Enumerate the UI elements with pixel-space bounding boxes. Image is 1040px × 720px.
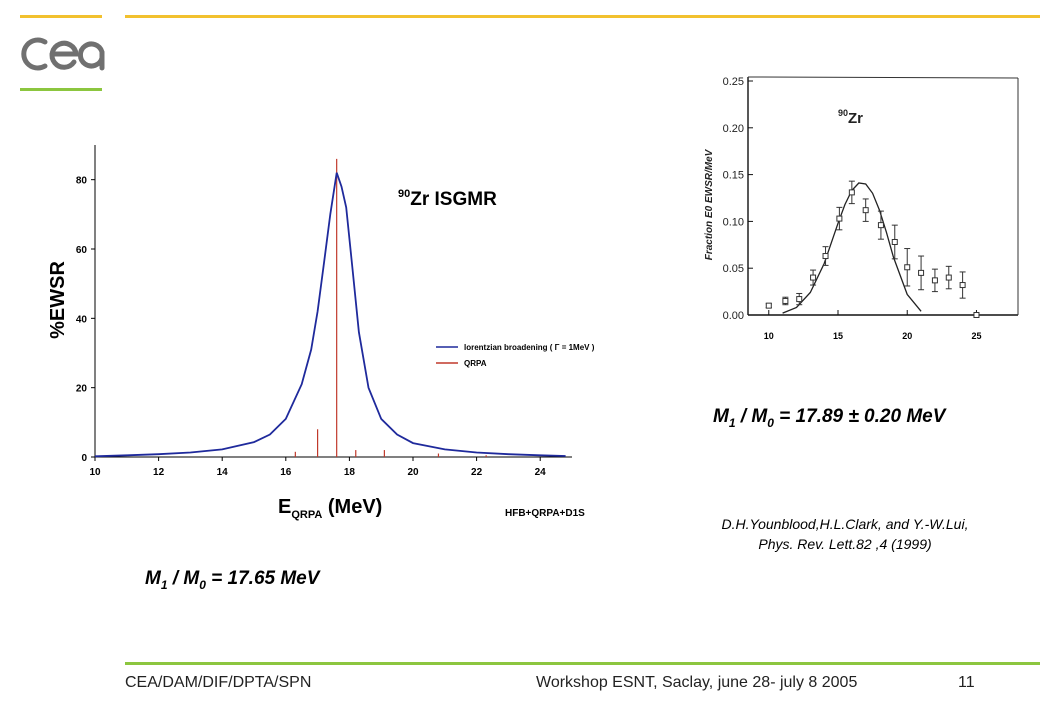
data-point xyxy=(796,296,803,303)
experiment-title-superscript: 90 xyxy=(838,108,848,118)
y-tick-label: 20 xyxy=(76,384,88,395)
data-point xyxy=(822,253,829,260)
y-tick-label: 0.10 xyxy=(723,216,744,228)
y-tick-label: 0 xyxy=(81,453,87,464)
top-left-rule xyxy=(20,15,102,18)
x-axis-label: EQRPA (MeV) xyxy=(278,496,382,521)
y-tick-label: 0.15 xyxy=(723,170,744,182)
data-point xyxy=(862,207,869,214)
footer-organization: CEA/DAM/DIF/DPTA/SPN xyxy=(125,674,312,691)
x-axis-label-symbol: E xyxy=(278,496,291,518)
lorentzian-curve xyxy=(94,172,566,458)
data-point xyxy=(810,274,817,281)
footer-event: Workshop ESNT, Saclay, june 28- july 8 2… xyxy=(536,674,858,691)
model-annotation: HFB+QRPA+D1S xyxy=(505,508,585,519)
x-tick-label: 10 xyxy=(89,467,101,478)
chart-title-text: Zr ISGMR xyxy=(410,189,497,210)
x-axis-label-unit: (MeV) xyxy=(322,496,382,518)
experiment-title-text: Zr xyxy=(848,110,863,127)
experiment-title: 90Zr xyxy=(838,108,863,127)
top-right-rule xyxy=(125,15,1040,18)
data-point xyxy=(931,277,938,284)
theory-ratio: M1 / M0 = 17.65 MeV xyxy=(145,568,320,592)
data-point xyxy=(918,269,925,276)
reference-journal: Phys. Rev. Lett.82 ,4 (1999) xyxy=(758,536,932,552)
legend-label: lorentzian broadening ( Γ = 1MeV ) xyxy=(464,343,595,352)
data-point xyxy=(848,189,855,196)
data-point xyxy=(877,222,884,229)
y-tick-label: 0.20 xyxy=(723,123,744,135)
x-tick-label: 10 xyxy=(764,331,774,341)
x-axis-label-subscript: QRPA xyxy=(291,509,322,521)
footer-page-number: 11 xyxy=(958,674,975,691)
data-point xyxy=(782,297,789,304)
y-tick-label: 0.00 xyxy=(723,310,744,322)
top-frame xyxy=(747,76,1019,79)
x-tick-label: 20 xyxy=(902,331,912,341)
data-point xyxy=(973,312,980,318)
data-point xyxy=(836,215,843,222)
data-point xyxy=(959,282,966,289)
reference-authors: D.H.Younblood,H.L.Clark, and Y.-W.Lui, xyxy=(721,516,969,532)
logo-underline-rule xyxy=(20,88,102,91)
x-tick-label: 25 xyxy=(971,331,981,341)
chart-legend: lorentzian broadening ( Γ = 1MeV ) QRPA xyxy=(436,343,595,368)
bottom-rule xyxy=(125,662,1040,665)
data-point xyxy=(891,238,898,245)
reference-citation: D.H.Younblood,H.L.Clark, and Y.-W.Lui, P… xyxy=(660,514,1030,554)
data-point xyxy=(765,302,772,309)
y-tick-label: 0.25 xyxy=(723,76,744,88)
x-tick-label: 24 xyxy=(535,467,547,478)
chart-title-superscript: 90 xyxy=(398,188,410,200)
experiment-ratio: M1 / M0 = 17.89 ± 0.20 MeV xyxy=(713,406,946,430)
gaussian-fit-curve xyxy=(782,182,922,314)
y-axis-label: Fraction E0 EWSR/MeV xyxy=(704,148,715,260)
data-point xyxy=(904,264,911,271)
x-tick-label: 12 xyxy=(153,467,165,478)
x-tick-label: 16 xyxy=(280,467,292,478)
y-tick-label: 0.05 xyxy=(723,263,744,275)
cea-logo xyxy=(21,37,105,71)
x-tick-label: 15 xyxy=(833,331,843,341)
x-tick-label: 14 xyxy=(217,467,229,478)
x-tick-label: 20 xyxy=(407,467,419,478)
y-tick-label: 80 xyxy=(76,176,88,187)
y-tick-label: 40 xyxy=(76,314,88,325)
y-axis-label: %EWSR xyxy=(47,261,69,339)
x-tick-label: 18 xyxy=(344,467,356,478)
legend-label: QRPA xyxy=(464,359,487,368)
y-tick-label: 60 xyxy=(76,245,88,256)
data-point xyxy=(945,274,952,281)
chart-title: 90Zr ISGMR xyxy=(398,188,497,210)
experimental-ewsr-chart: 0.00 0.05 0.10 0.15 0.20 0.25 10 15 20 25 Fraction… xyxy=(704,76,1019,341)
x-tick-label: 22 xyxy=(471,467,483,478)
